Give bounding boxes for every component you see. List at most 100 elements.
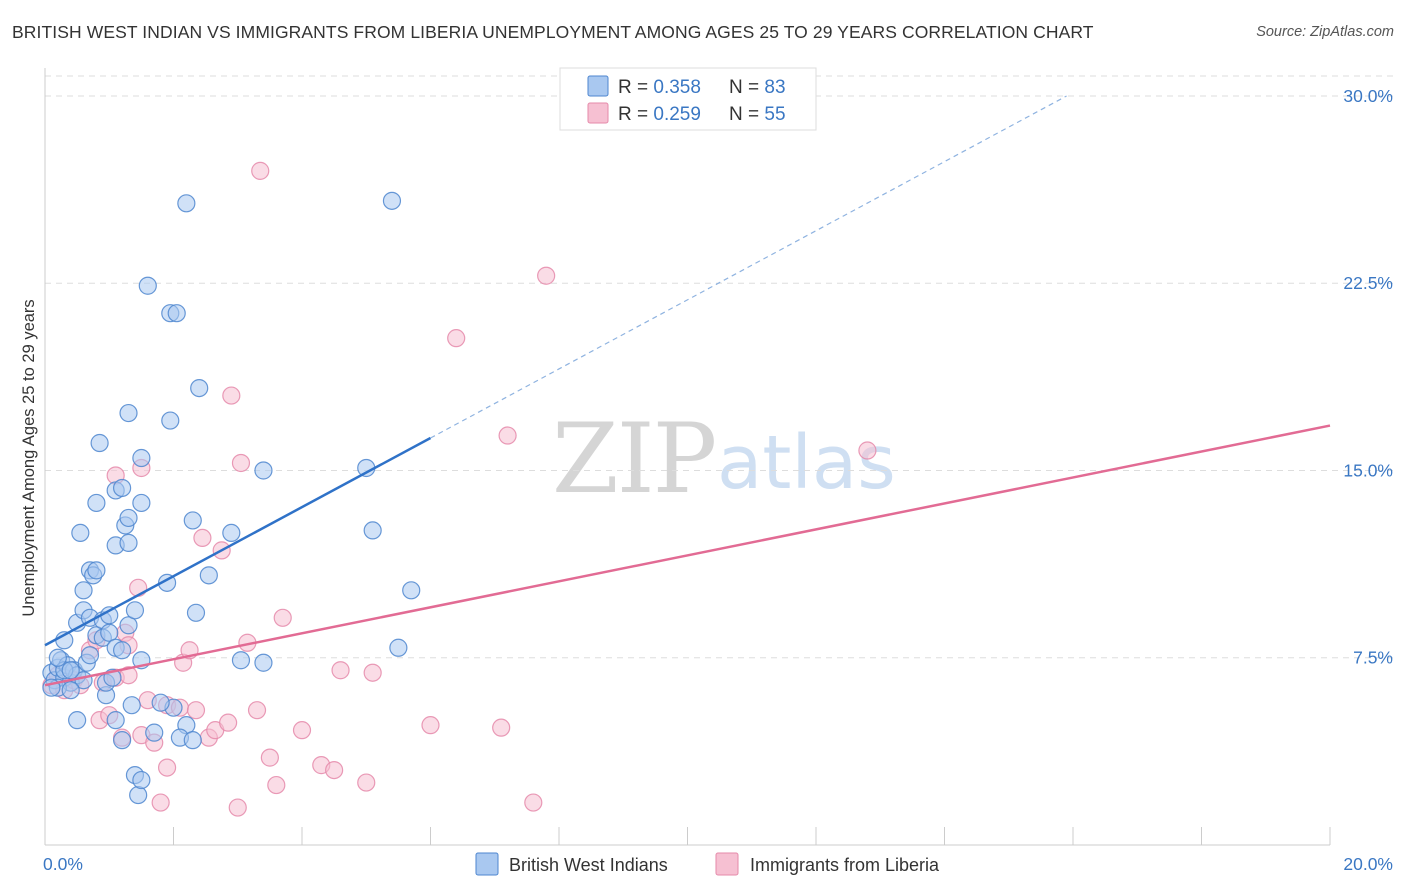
point-british-west-indians (74, 581, 93, 600)
watermark: ZIP atlas (552, 403, 896, 515)
point-british-west-indians (112, 731, 132, 750)
point-liberia (260, 748, 279, 767)
legend-n-label: N = (729, 77, 764, 98)
point-liberia (858, 441, 877, 460)
trend-line-british-west-indians-extension (430, 95, 1067, 439)
point-liberia (524, 793, 543, 812)
x-tick-label-max: 20.0% (1343, 854, 1393, 874)
point-british-west-indians (100, 623, 119, 642)
point-british-west-indians (222, 523, 241, 543)
legend-n-label: N = (729, 104, 764, 125)
point-liberia (193, 528, 212, 547)
point-british-west-indians (183, 731, 202, 750)
y-tick-label: 30.0% (1343, 86, 1393, 106)
bottom-legend-swatch-pink (715, 852, 739, 876)
bottom-legend-label-pink: Immigrants from Liberia (750, 855, 940, 875)
legend-row-2-n: N = 55 (729, 104, 786, 125)
point-british-west-indians (80, 646, 100, 665)
point-british-west-indians (402, 581, 421, 600)
point-liberia (357, 773, 376, 792)
point-liberia (537, 266, 556, 285)
point-liberia (498, 426, 517, 445)
point-liberia (363, 663, 382, 682)
point-liberia (292, 721, 312, 740)
point-liberia (228, 798, 247, 817)
point-british-west-indians (48, 648, 67, 667)
y-tick-label: 15.0% (1343, 460, 1393, 480)
point-british-west-indians (254, 461, 273, 480)
legend-r-value: 0.358 (653, 77, 701, 98)
trend-lines (44, 95, 1331, 687)
point-liberia (273, 608, 292, 627)
point-british-west-indians (61, 681, 80, 700)
point-liberia (325, 760, 344, 780)
point-british-west-indians (145, 723, 164, 742)
point-british-west-indians (112, 478, 132, 498)
point-liberia (157, 758, 177, 777)
trend-line-liberia (44, 424, 1331, 687)
point-liberia (421, 716, 440, 735)
point-liberia (331, 661, 350, 680)
point-liberia (231, 453, 251, 473)
y-axis-label: Unemployment Among Ages 25 to 29 years (20, 299, 38, 616)
correlation-legend: R = 0.358 N = 83 R = 0.259 N = 55 (559, 67, 817, 131)
legend-row-1: R = 0.358 (618, 77, 701, 98)
point-british-west-indians (183, 511, 202, 530)
point-british-west-indians (161, 411, 180, 430)
y-tick-label: 22.5% (1343, 273, 1393, 293)
legend-r-label: R = (618, 77, 653, 98)
point-liberia (267, 775, 286, 795)
series-legend: British West Indians Immigrants from Lib… (475, 852, 940, 876)
point-liberia (251, 161, 270, 180)
point-british-west-indians (254, 653, 273, 672)
legend-swatch-pink (587, 102, 609, 124)
point-british-west-indians (61, 661, 80, 680)
watermark-zip: ZIP (552, 403, 715, 515)
trend-line-british-west-indians (44, 436, 432, 647)
point-british-west-indians (363, 521, 382, 540)
point-british-west-indians (106, 711, 125, 730)
point-british-west-indians (68, 711, 87, 730)
legend-n-value: 83 (764, 77, 785, 98)
series-british-west-indians-points (42, 191, 421, 805)
point-british-west-indians (132, 493, 151, 513)
point-british-west-indians (151, 693, 170, 712)
point-british-west-indians (199, 566, 218, 585)
x-tick-label-min: 0.0% (43, 854, 83, 874)
bottom-legend-swatch-blue (475, 852, 499, 876)
point-british-west-indians (87, 561, 106, 580)
point-british-west-indians (119, 533, 138, 552)
point-liberia (186, 701, 206, 720)
point-liberia (447, 329, 466, 348)
legend-row-1-n: N = 83 (729, 77, 786, 98)
point-british-west-indians (119, 403, 138, 423)
point-british-west-indians (177, 194, 196, 213)
point-british-west-indians (71, 523, 90, 543)
point-british-west-indians (119, 616, 138, 635)
point-liberia (219, 713, 238, 732)
point-british-west-indians (186, 603, 206, 622)
point-british-west-indians (231, 651, 251, 670)
gridlines (45, 75, 1395, 659)
source-credit: Source: ZipAtlas.com (1256, 24, 1394, 40)
legend-r-label: R = (618, 104, 653, 125)
point-liberia (492, 718, 511, 737)
point-british-west-indians (132, 448, 151, 468)
point-british-west-indians (389, 638, 408, 657)
watermark-atlas: atlas (717, 420, 896, 506)
point-british-west-indians (87, 493, 106, 513)
legend-r-value: 0.259 (653, 104, 701, 125)
point-british-west-indians (167, 304, 186, 323)
point-british-west-indians (112, 641, 132, 660)
y-tick-label: 7.5% (1353, 648, 1393, 668)
point-liberia (222, 386, 241, 405)
point-british-west-indians (190, 378, 209, 398)
point-british-west-indians (132, 770, 151, 790)
point-british-west-indians (122, 696, 141, 715)
point-liberia (151, 793, 170, 812)
point-british-west-indians (138, 276, 157, 295)
bottom-legend-label-blue: British West Indians (509, 855, 668, 875)
tick-labels: 7.5% 15.0% 22.5% 30.0% 0.0% 20.0% (43, 86, 1393, 874)
legend-row-2: R = 0.259 (618, 104, 701, 125)
